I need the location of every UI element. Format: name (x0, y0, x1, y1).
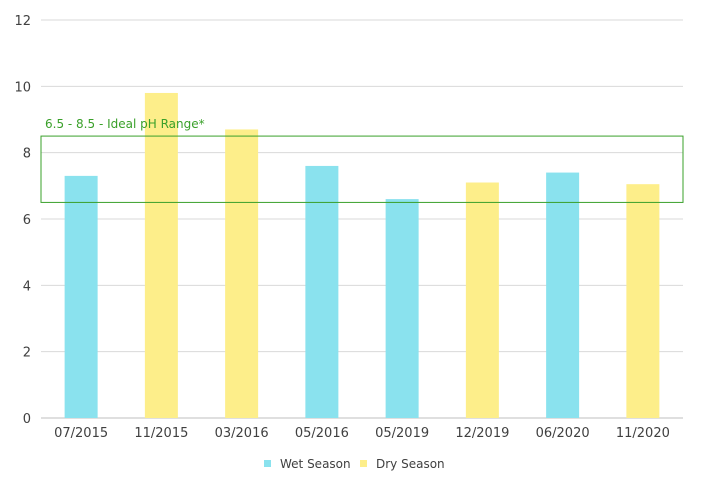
x-tick-label: 12/2019 (455, 426, 509, 441)
bar (144, 92, 178, 418)
legend-swatch (360, 460, 367, 467)
x-tick-label: 11/2015 (134, 426, 188, 441)
y-tick-label: 2 (23, 346, 31, 361)
y-tick-label: 8 (23, 147, 31, 162)
x-tick-label: 07/2015 (54, 426, 108, 441)
bar (225, 129, 259, 418)
bars (64, 92, 660, 418)
y-tick-label: 10 (14, 80, 31, 95)
x-tick-label: 05/2016 (295, 426, 349, 441)
bar (465, 182, 499, 418)
x-axis-ticks: 07/2015 11/2015 03/2016 05/2016 05/2019 12/20… (54, 426, 670, 441)
x-tick-label: 05/2019 (375, 426, 429, 441)
x-tick-label: 03/2016 (215, 426, 269, 441)
legend-swatch (264, 460, 271, 467)
bar (546, 172, 580, 418)
legend-label: Wet Season (280, 457, 351, 471)
ideal-range-box (40, 135, 684, 203)
bar (64, 175, 98, 418)
x-tick-label: 11/2020 (616, 426, 670, 441)
y-tick-label: 4 (23, 279, 31, 294)
bar (305, 165, 339, 418)
legend-label: Dry Season (376, 457, 445, 471)
gridlines (41, 19, 683, 419)
ideal-range-label: 6.5 - 8.5 - Ideal pH Range* (45, 117, 205, 131)
x-tick-label: 06/2020 (536, 426, 590, 441)
y-axis-ticks: 0 2 4 6 8 10 12 (14, 14, 31, 427)
bar (385, 199, 419, 418)
y-tick-label: 0 (23, 412, 31, 427)
y-tick-label: 6 (23, 213, 31, 228)
bar (626, 184, 660, 418)
y-tick-label: 12 (14, 14, 31, 29)
ideal-range-annotation: 6.5 - 8.5 - Ideal pH Range* (40, 117, 684, 203)
legend: Wet Season Dry Season (264, 457, 445, 471)
